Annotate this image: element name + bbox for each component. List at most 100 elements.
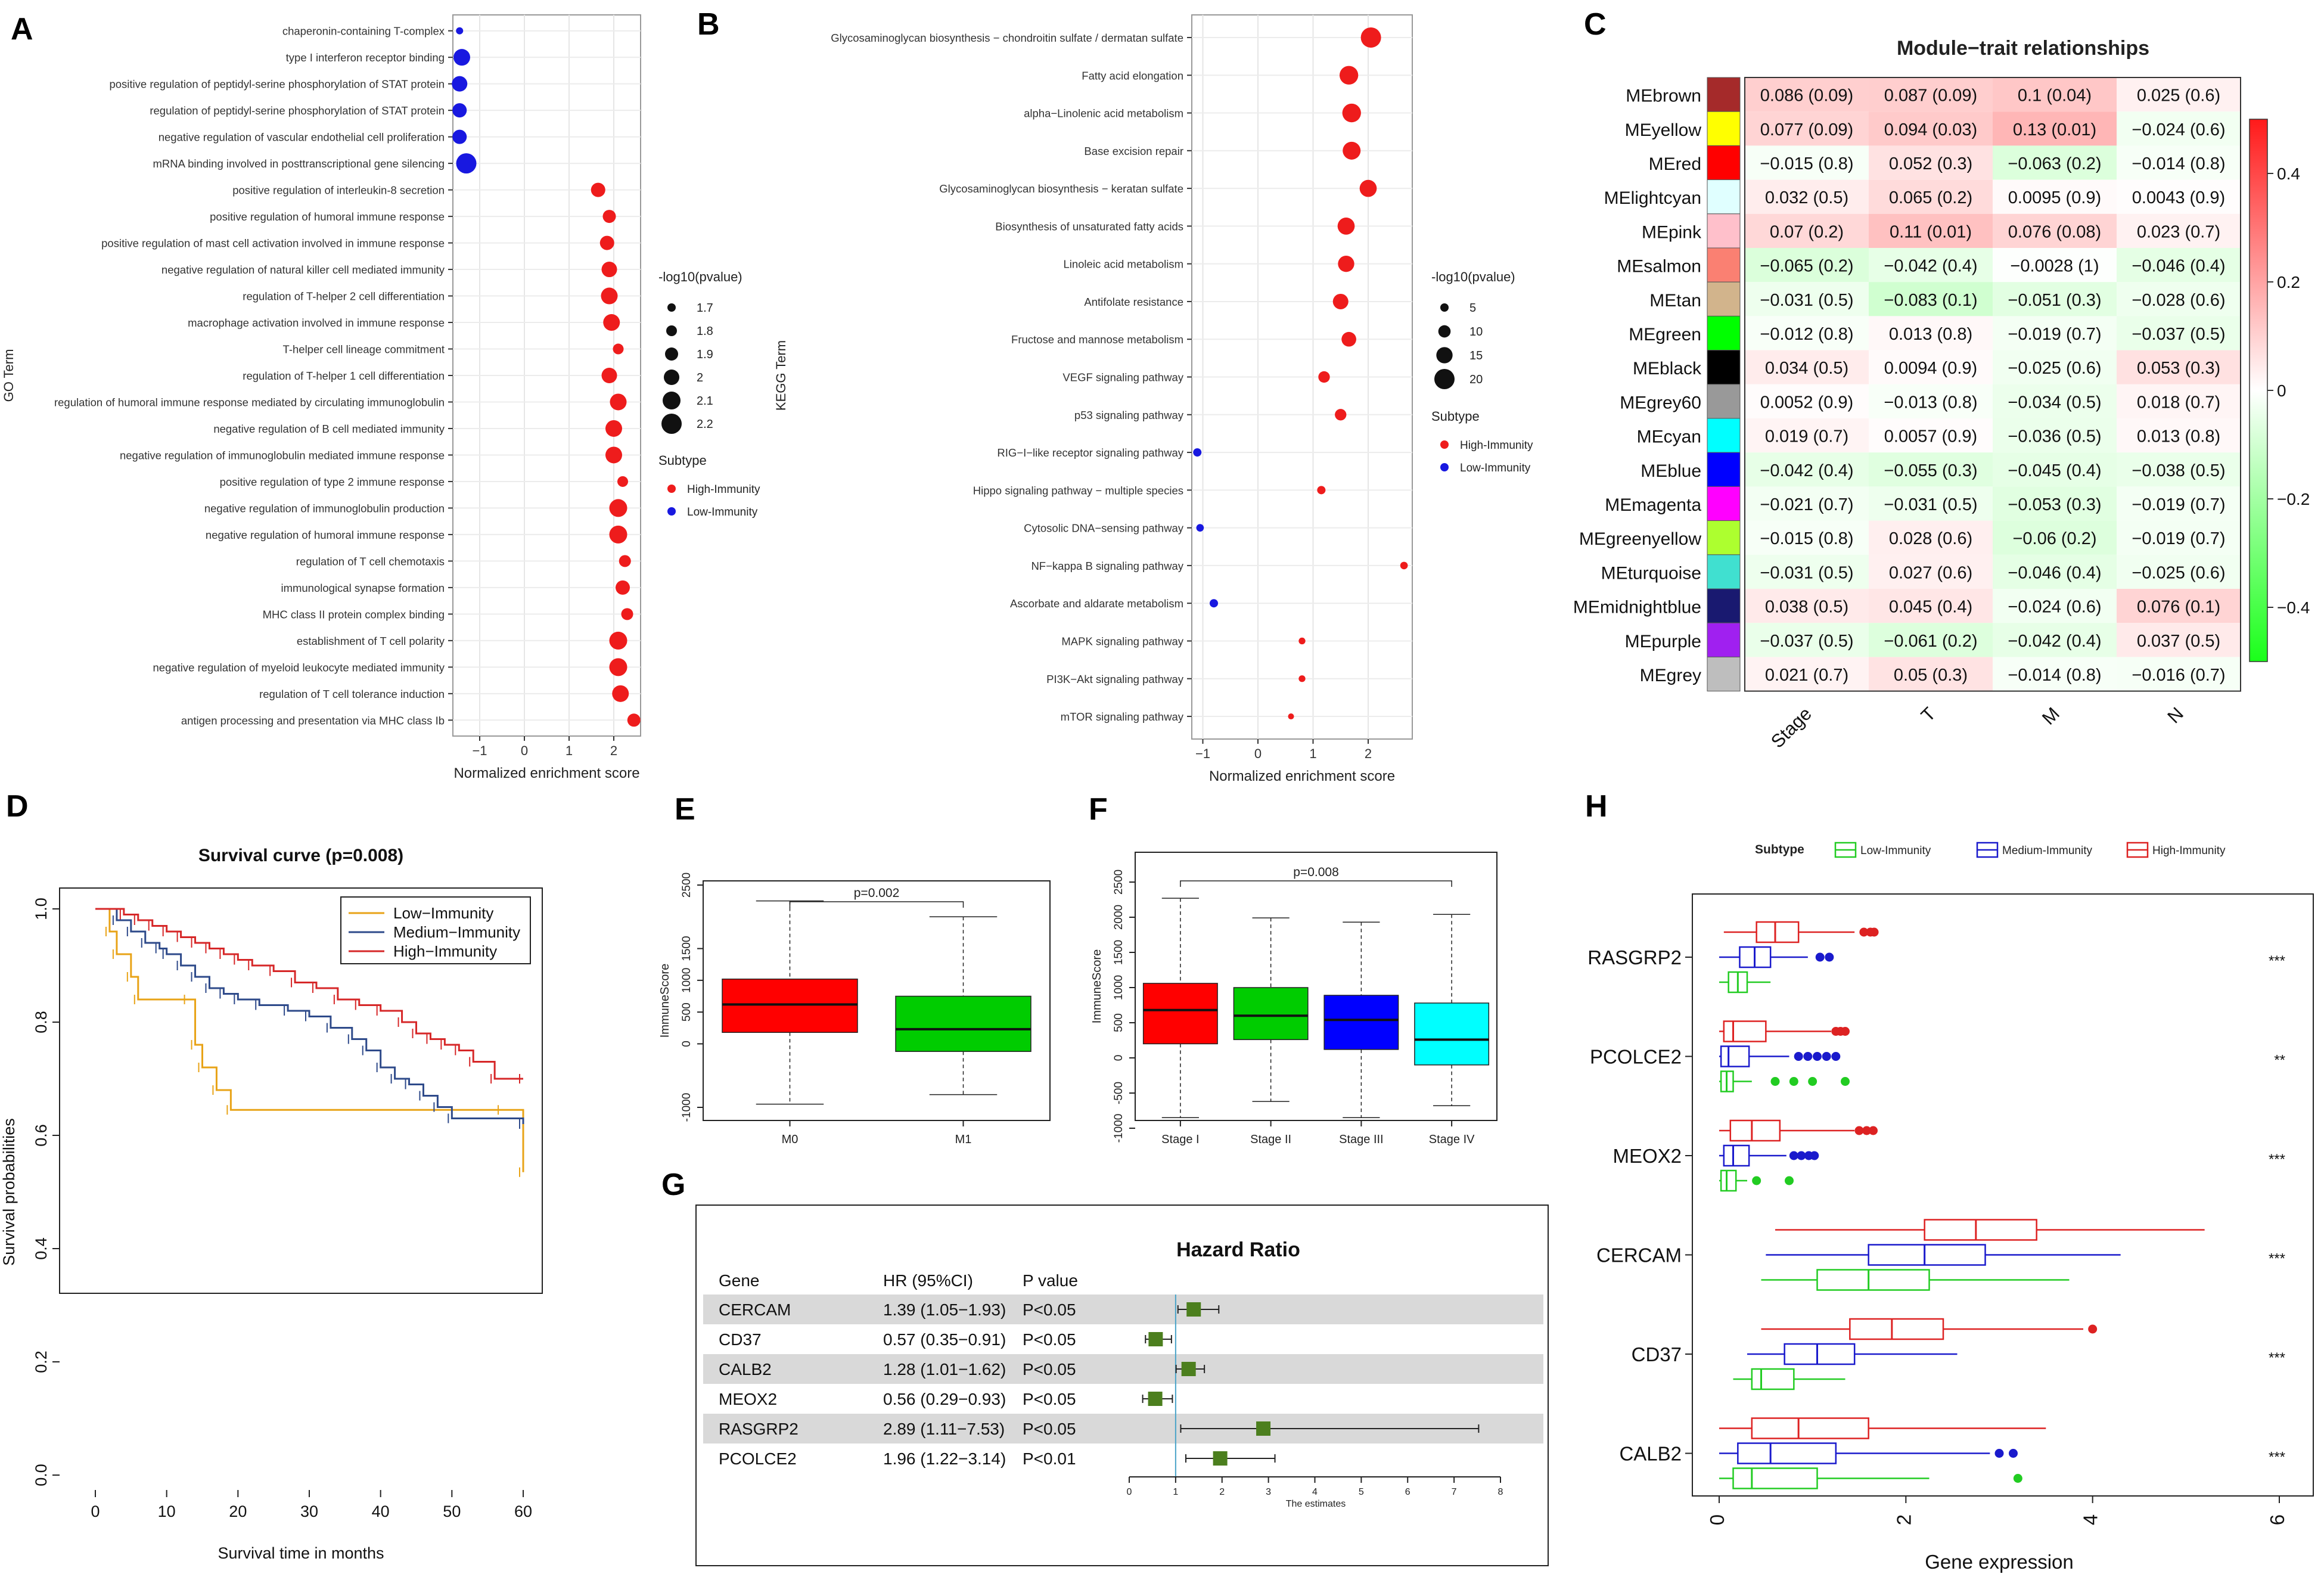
x-tick-label: 2 — [1893, 1514, 1915, 1525]
subtype-legend-label: High-Immunity — [1460, 439, 1533, 452]
immunescore-stage-boxplot: -1000 -500 0 500 1000 1500 2000 2500 ImmuneScore… — [1090, 852, 1497, 1146]
size-legend-label: 1.7 — [697, 302, 713, 315]
outlier-point — [1854, 1126, 1864, 1135]
heatmap-cell — [1869, 282, 1993, 316]
module-label: MEpink — [1642, 222, 1702, 242]
term-dot — [627, 713, 641, 727]
cell-value: −0.051 (0.3) — [2008, 291, 2101, 310]
x-tick-label: Stage II — [1250, 1133, 1291, 1146]
term-dot — [619, 555, 631, 567]
term-label: Biosynthesis of unsaturated fatty acids — [995, 220, 1183, 232]
panel-label-d: D — [6, 789, 29, 824]
cell-value: 0.086 (0.09) — [1760, 86, 1853, 105]
size-legend-title: -log10(pvalue) — [1431, 269, 1515, 284]
y-tick-label: 0.4 — [32, 1237, 50, 1260]
term-dot — [1339, 66, 1359, 85]
panel-label-c: C — [1584, 7, 1607, 42]
gene-label: CERCAM — [719, 1300, 791, 1319]
heatmap-cell — [1993, 623, 2117, 657]
module-swatch — [1707, 179, 1741, 215]
size-legend-label: 2.1 — [697, 395, 713, 408]
heatmap-cell — [1745, 520, 1869, 555]
heatmap-cell — [1993, 77, 2117, 112]
size-legend-label: 15 — [1469, 349, 1483, 362]
color-bar — [2249, 119, 2268, 662]
cell-value: −0.042 (0.4) — [1760, 461, 1853, 480]
cell-value: −0.046 (0.4) — [2132, 257, 2225, 276]
significance-mark: *** — [2269, 1251, 2285, 1267]
box — [1816, 1269, 1930, 1291]
cell-value: −0.015 (0.8) — [1760, 154, 1853, 173]
term-label: NF−kappa B signaling pathway — [1031, 560, 1183, 572]
panel-label-h: H — [1585, 789, 1608, 824]
y-tick-label: 0 — [1113, 1055, 1125, 1061]
box — [1323, 995, 1399, 1050]
heatmap-cell — [1745, 554, 1869, 589]
x-tick-label: 20 — [229, 1503, 247, 1520]
module-swatch — [1707, 656, 1741, 692]
term-dot — [1337, 218, 1355, 235]
x-tick-label: 2 — [1219, 1487, 1225, 1497]
module-swatch — [1707, 384, 1741, 419]
cell-value: −0.021 (0.7) — [1760, 495, 1853, 514]
hr-text: 0.56 (0.29−0.93) — [883, 1390, 1006, 1408]
heatmap-cell — [1745, 179, 1869, 214]
term-label: regulation of T cell chemotaxis — [296, 555, 445, 567]
term-dot — [609, 499, 627, 517]
term-dot — [609, 525, 627, 544]
term-label: mTOR signaling pathway — [1061, 710, 1184, 723]
term-label: Fructose and mannose metabolism — [1011, 333, 1183, 346]
box — [1723, 1020, 1767, 1042]
heatmap-cell — [1745, 213, 1869, 248]
cell-value: −0.046 (0.4) — [2008, 563, 2101, 582]
outlier-point — [1869, 1126, 1878, 1135]
y-tick-label: 0.6 — [32, 1124, 50, 1147]
outlier-point — [1841, 1027, 1850, 1036]
x-tick-label: Stage IV — [1429, 1133, 1475, 1146]
heatmap-cell — [1993, 179, 2117, 214]
heatmap-cell — [2117, 554, 2241, 589]
plot-frame — [703, 880, 1051, 1121]
cell-value: −0.053 (0.3) — [2008, 495, 2101, 514]
x-tick-label: 5 — [1359, 1487, 1364, 1497]
box — [895, 995, 1031, 1052]
heatmap-frame — [1744, 77, 2241, 692]
size-legend-dot — [661, 414, 682, 434]
term-label: negative regulation of vascular endothel… — [159, 131, 445, 144]
x-tick-label: 1 — [566, 743, 573, 758]
gene-label: CD37 — [719, 1330, 762, 1349]
heatmap-cell — [1869, 384, 1993, 418]
term-label: regulation of humoral immune response me… — [54, 396, 445, 408]
box — [1233, 987, 1309, 1041]
y-axis-label: GO Term — [1, 349, 16, 402]
survival-line — [95, 908, 524, 1124]
heatmap-cell — [1745, 145, 1869, 180]
module-label: MEbrown — [1626, 86, 1701, 106]
cell-value: −0.025 (0.6) — [2008, 359, 2101, 378]
heatmap-cell — [1993, 282, 2117, 316]
heatmap-cell — [2117, 486, 2241, 521]
x-axis-label: Gene expression — [1925, 1551, 2073, 1573]
x-tick-label: 2 — [1365, 746, 1372, 761]
term-dot — [1193, 448, 1202, 457]
term-dot — [602, 210, 616, 223]
hazard-ratio-forest: Hazard Ratio Gene HR (95%CI) P value CERCAM 1… — [695, 1205, 1549, 1566]
cell-value: 0.094 (0.03) — [1884, 120, 1977, 139]
heatmap-cell — [2117, 589, 2241, 623]
cell-value: −0.031 (0.5) — [1760, 291, 1853, 310]
box — [1723, 1144, 1750, 1167]
significance-bracket — [789, 901, 964, 908]
module-label: MEgrey60 — [1620, 393, 1701, 412]
x-tick-label: M0 — [782, 1133, 799, 1146]
column-header: Gene — [719, 1271, 760, 1290]
term-label: Cytosolic DNA−sensing pathway — [1024, 522, 1184, 535]
heatmap-cell — [1869, 179, 1993, 214]
outlier-point — [1859, 927, 1869, 937]
module-label: MEgrey — [1640, 666, 1701, 685]
cell-value: 0.019 (0.7) — [1765, 427, 1848, 446]
term-label: MHC class II protein complex binding — [263, 608, 445, 620]
cell-value: −0.014 (0.8) — [2132, 154, 2225, 173]
module-label: MEgreen — [1629, 325, 1701, 344]
hr-point — [1181, 1362, 1196, 1376]
term-label: Fatty acid elongation — [1082, 69, 1183, 82]
